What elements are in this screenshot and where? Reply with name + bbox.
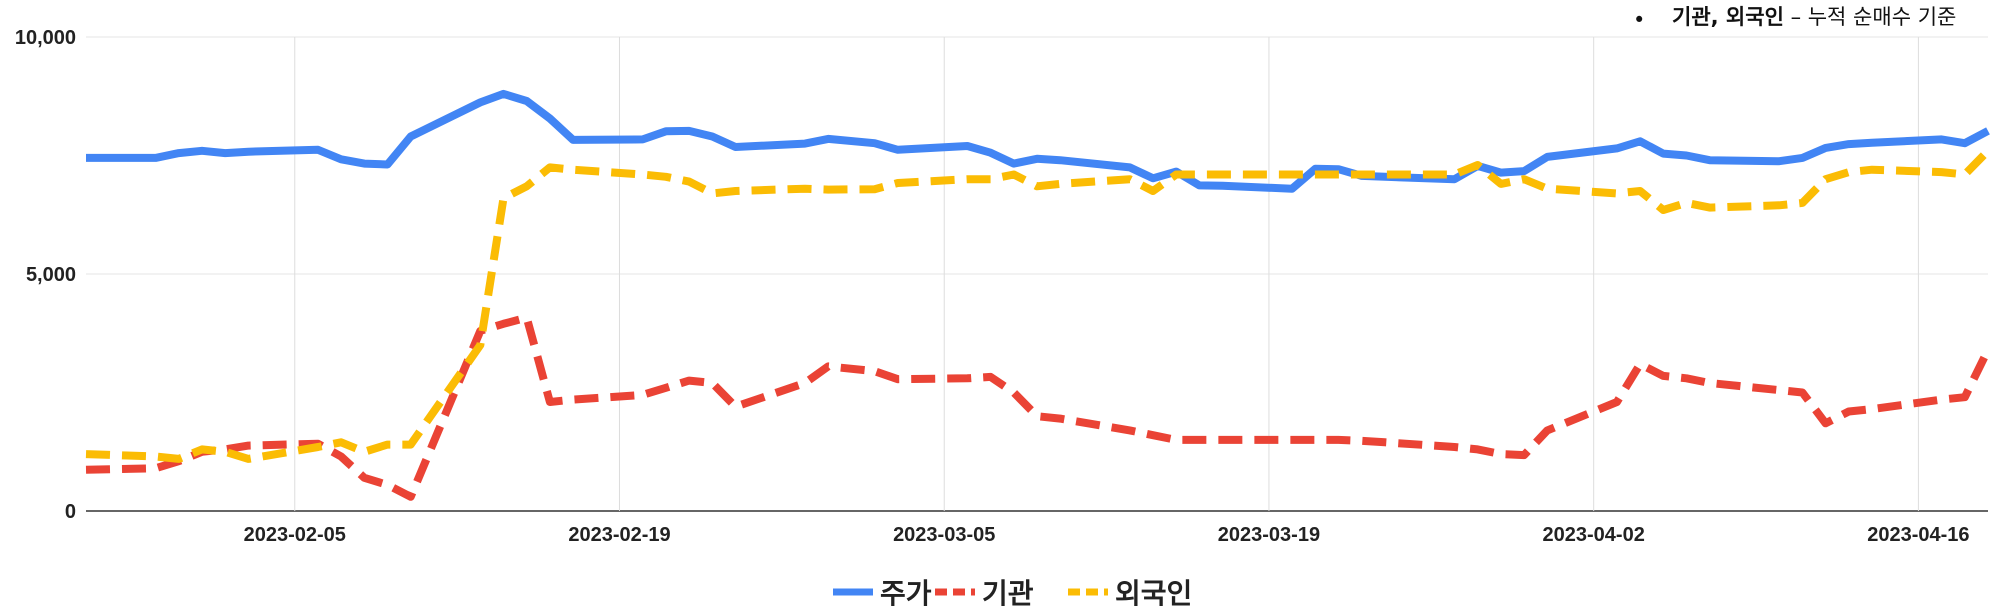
x-tick-label: 2023-02-05 <box>244 524 346 546</box>
x-axis: 2023-02-05 2023-02-19 2023-03-05 2023-03-19… <box>244 524 1970 546</box>
y-axis: 0 5,000 10,000 <box>15 27 76 523</box>
y-tick-label: 10,000 <box>15 27 76 49</box>
series-line <box>86 89 1990 193</box>
chart-note: • 기관, 외국인 – 누적 순매수 기준 <box>1633 5 1956 32</box>
note-text: 기관, 외국인 – 누적 순매수 기준 <box>1672 5 1956 29</box>
note-bold-text: 기관, 외국인 <box>1672 5 1784 29</box>
x-tick-label: 2023-03-19 <box>1218 524 1320 546</box>
legend: 주가 기관 외국인 <box>833 577 1192 610</box>
legend-label: 주가 <box>880 577 932 610</box>
gridlines <box>86 36 1988 512</box>
series-lines <box>85 89 1992 501</box>
series-line <box>85 313 1992 501</box>
x-tick-label: 2023-04-02 <box>1543 524 1645 546</box>
y-tick-label: 5,000 <box>26 264 76 286</box>
legend-label: 기관 <box>982 577 1034 610</box>
y-tick-label: 0 <box>65 501 76 523</box>
note-rest-text: – 누적 순매수 기준 <box>1784 5 1956 29</box>
x-tick-label: 2023-04-16 <box>1867 524 1969 546</box>
series-line <box>85 148 1991 463</box>
note-bullet: • <box>1633 8 1645 32</box>
x-tick-label: 2023-02-19 <box>568 524 670 546</box>
x-tick-label: 2023-03-05 <box>893 524 995 546</box>
legend-label: 외국인 <box>1115 577 1192 610</box>
